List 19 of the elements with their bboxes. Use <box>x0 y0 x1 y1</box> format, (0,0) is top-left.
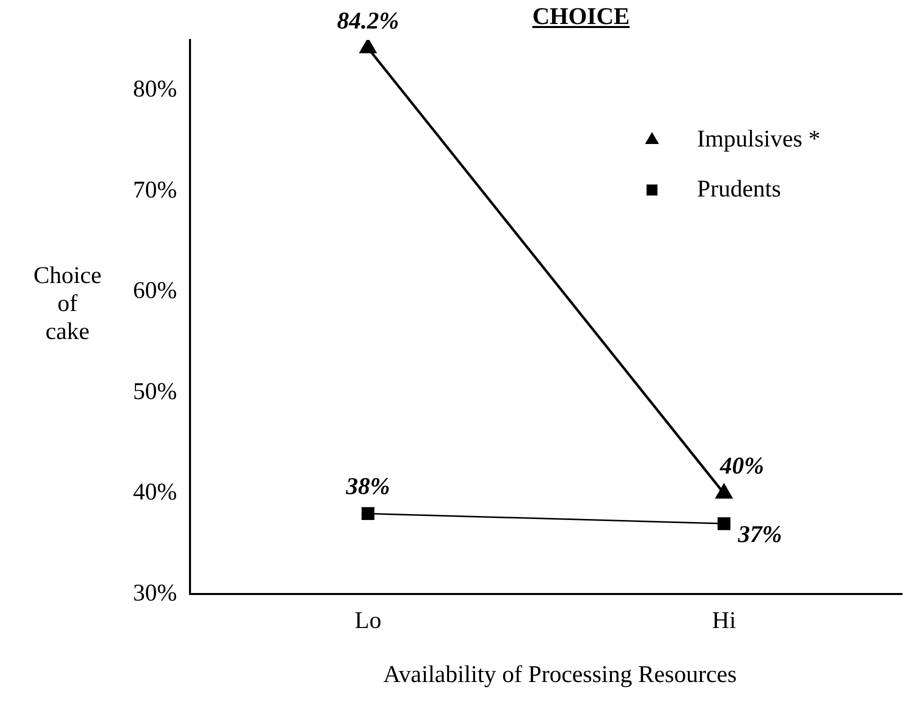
data-label: 84.2% <box>336 8 399 34</box>
data-label: 40% <box>719 454 764 480</box>
legend-label: Prudents <box>697 176 781 202</box>
y-tick-label: 40% <box>132 480 177 506</box>
x-axis-title: Availability of Processing Resources <box>382 662 738 689</box>
point <box>362 507 374 520</box>
legend-label: Impulsives * <box>697 126 820 152</box>
y-tick-label: 70% <box>132 177 177 204</box>
x-tick-label: Lo <box>354 608 382 634</box>
point <box>718 517 730 530</box>
y-tick-label: 60% <box>132 278 177 304</box>
y-tick-label: 30% <box>132 580 177 606</box>
y-tick-label: 50% <box>132 378 177 405</box>
y-axis-title: Choice of cake <box>34 263 102 345</box>
data-label: 38% <box>344 474 390 500</box>
x-tick-label: Hi <box>712 608 736 634</box>
y-tick-label: 80% <box>132 76 177 103</box>
chart-title: CHOICE <box>532 4 630 30</box>
data-label: 37% <box>737 522 782 548</box>
